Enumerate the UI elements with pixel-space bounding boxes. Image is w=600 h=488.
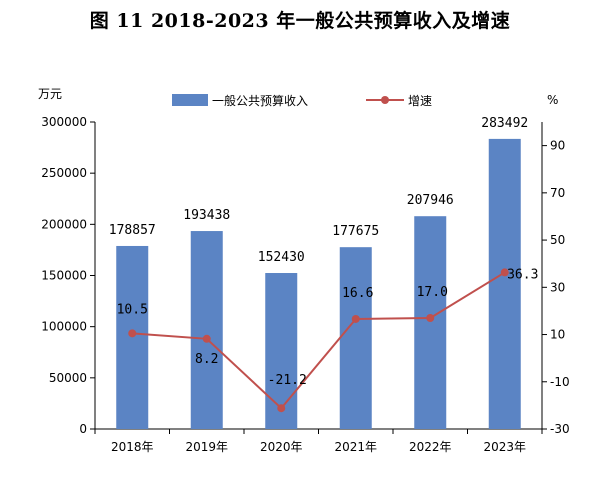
y-left-tick-label: 100000: [41, 320, 87, 334]
x-tick-label: 2022年: [409, 440, 452, 454]
y-left-tick-label: 50000: [49, 371, 87, 385]
y-left-tick-label: 200000: [41, 217, 87, 231]
y-right-unit: %: [547, 93, 558, 107]
growth-point: [202, 334, 211, 343]
x-tick-label: 2023年: [483, 440, 526, 454]
growth-value-label: 10.5: [117, 302, 148, 317]
growth-point: [128, 329, 137, 338]
bar: [339, 247, 372, 429]
growth-value-label: 17.0: [417, 285, 448, 300]
growth-point: [277, 404, 286, 413]
bar: [190, 231, 223, 429]
chart-title: 图 11 2018-2023 年一般公共预算收入及增速: [89, 10, 511, 32]
y-right-tick-label: 70: [550, 186, 565, 200]
y-right-tick-label: 10: [550, 328, 565, 342]
line-series: [128, 268, 509, 413]
bar-value-label: 283492: [481, 116, 528, 131]
x-tick-label: 2021年: [334, 440, 377, 454]
x-tick-label: 2018年: [111, 440, 154, 454]
y-left-tick-label: 0: [79, 422, 87, 436]
data-labels: 178857 193438 152430 177675 207946 283492 10.5…: [109, 116, 539, 388]
y-right-tick-label: -30: [550, 422, 570, 436]
y-left-tick-label: 300000: [41, 115, 87, 129]
bar: [414, 216, 447, 429]
legend-line-marker: [381, 96, 389, 104]
growth-value-label: 8.2: [195, 352, 218, 367]
bar: [488, 138, 521, 429]
growth-value-label: -21.2: [268, 373, 307, 388]
growth-point: [500, 268, 509, 277]
x-tick-label: 2019年: [185, 440, 228, 454]
bar: [116, 245, 149, 429]
legend: 一般公共预算收入 增速: [172, 93, 432, 108]
axes: 0 50000 100000 150000 200000 250000 300000 -30 -…: [38, 87, 570, 454]
growth-point: [351, 314, 360, 323]
y-right-tick-label: -10: [550, 375, 570, 389]
y-left-tick-label: 250000: [41, 166, 87, 180]
growth-value-label: 16.6: [342, 286, 373, 301]
y-left-unit: 万元: [38, 87, 62, 101]
growth-line: [132, 271, 506, 410]
y-right-tick-label: 30: [550, 280, 565, 294]
y-right-tick-label: 50: [550, 233, 565, 247]
bar: [265, 273, 298, 429]
bar-value-label: 177675: [332, 224, 379, 239]
y-right-tick-label: 90: [550, 139, 565, 153]
x-tick-label: 2020年: [260, 440, 303, 454]
bar-series: [116, 138, 521, 429]
legend-line-label: 增速: [408, 94, 432, 108]
growth-point: [426, 314, 435, 323]
growth-value-label: 36.3: [507, 267, 538, 282]
bar-value-label: 178857: [109, 223, 156, 238]
legend-bar-swatch: [172, 94, 208, 106]
bar-value-label: 193438: [183, 208, 230, 223]
legend-bar-label: 一般公共预算收入: [212, 93, 308, 108]
bar-value-label: 152430: [258, 250, 305, 265]
bar-value-label: 207946: [407, 193, 454, 208]
y-left-tick-label: 150000: [41, 269, 87, 283]
